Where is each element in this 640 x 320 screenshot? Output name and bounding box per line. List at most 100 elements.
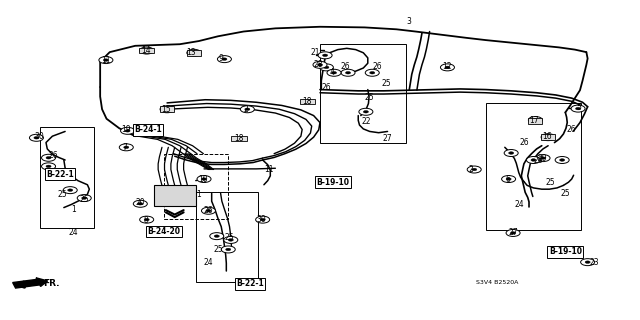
Circle shape: [42, 163, 56, 170]
Circle shape: [504, 149, 518, 156]
Circle shape: [140, 216, 154, 223]
Circle shape: [529, 116, 542, 124]
Circle shape: [138, 203, 143, 205]
Circle shape: [103, 59, 108, 61]
Circle shape: [224, 236, 238, 244]
Text: B-24-20: B-24-20: [147, 227, 180, 236]
Text: 26: 26: [49, 151, 58, 160]
Text: 1: 1: [196, 190, 202, 199]
Text: 19: 19: [122, 125, 131, 134]
Text: 8: 8: [143, 216, 148, 225]
Circle shape: [144, 218, 149, 221]
Circle shape: [46, 165, 51, 168]
Circle shape: [445, 66, 450, 69]
Circle shape: [120, 127, 134, 134]
Text: 18: 18: [303, 97, 312, 106]
Bar: [486, 103, 581, 230]
Text: 25: 25: [225, 233, 234, 242]
Circle shape: [559, 159, 564, 161]
Circle shape: [533, 119, 538, 121]
Circle shape: [467, 166, 481, 173]
Circle shape: [545, 136, 550, 139]
Text: 21: 21: [311, 48, 320, 57]
Text: 6: 6: [506, 174, 511, 184]
Text: 30: 30: [257, 215, 266, 224]
Circle shape: [34, 137, 39, 139]
Text: 2: 2: [244, 105, 248, 114]
Circle shape: [365, 69, 380, 76]
Text: 16: 16: [542, 132, 552, 141]
Text: 15: 15: [161, 105, 171, 114]
Circle shape: [327, 69, 341, 76]
Text: 26: 26: [372, 62, 382, 71]
Circle shape: [29, 134, 44, 141]
Bar: [541, 134, 555, 140]
Bar: [154, 185, 196, 206]
Circle shape: [119, 144, 133, 151]
Text: 26: 26: [567, 125, 577, 134]
Text: 24: 24: [68, 228, 78, 237]
Text: 7: 7: [122, 143, 127, 152]
Text: 11: 11: [264, 165, 274, 174]
Circle shape: [364, 110, 369, 113]
Text: 25: 25: [58, 190, 67, 199]
Text: 25: 25: [546, 178, 556, 187]
Text: 25: 25: [364, 93, 374, 102]
Circle shape: [341, 69, 355, 76]
Text: 29: 29: [538, 154, 547, 163]
Circle shape: [555, 156, 569, 164]
Text: 11: 11: [101, 56, 111, 65]
Text: 26: 26: [321, 83, 331, 92]
Circle shape: [317, 64, 323, 66]
Text: 23: 23: [589, 258, 599, 267]
Text: B-19-10: B-19-10: [316, 178, 349, 187]
Circle shape: [63, 187, 77, 194]
Circle shape: [210, 233, 224, 240]
Text: 4: 4: [330, 68, 335, 77]
Text: 1: 1: [72, 205, 76, 214]
Circle shape: [191, 52, 196, 54]
Circle shape: [218, 56, 232, 63]
Text: 26: 26: [340, 62, 350, 71]
Circle shape: [42, 154, 56, 161]
Bar: [320, 44, 406, 142]
Text: 27: 27: [508, 228, 518, 237]
Circle shape: [77, 195, 92, 202]
Circle shape: [202, 178, 207, 180]
Text: 25: 25: [79, 195, 89, 204]
Bar: [160, 106, 174, 112]
Circle shape: [197, 176, 211, 182]
Text: B-19-10: B-19-10: [549, 247, 582, 257]
Circle shape: [571, 105, 585, 112]
Circle shape: [575, 107, 580, 110]
Circle shape: [241, 106, 254, 113]
Circle shape: [68, 189, 73, 191]
Circle shape: [82, 197, 87, 199]
Text: S3V4 B2520A: S3V4 B2520A: [476, 280, 518, 284]
Text: 24: 24: [514, 200, 524, 209]
Circle shape: [541, 134, 555, 141]
Circle shape: [124, 146, 129, 148]
Text: 10: 10: [198, 174, 207, 184]
Circle shape: [313, 61, 327, 68]
Circle shape: [506, 229, 520, 236]
Circle shape: [527, 156, 540, 164]
Circle shape: [202, 207, 216, 214]
Bar: [232, 136, 246, 141]
Circle shape: [221, 246, 236, 253]
Text: 22: 22: [362, 117, 371, 126]
Circle shape: [318, 52, 332, 59]
Text: 5: 5: [576, 103, 581, 112]
Bar: [139, 48, 154, 53]
Text: 26: 26: [203, 206, 212, 215]
Circle shape: [46, 156, 51, 159]
Circle shape: [540, 157, 545, 159]
Circle shape: [164, 108, 170, 110]
Text: 25: 25: [381, 79, 391, 88]
Circle shape: [228, 239, 234, 241]
Circle shape: [226, 248, 231, 251]
Circle shape: [332, 71, 337, 74]
Bar: [164, 154, 228, 219]
Circle shape: [125, 130, 130, 132]
Circle shape: [245, 108, 250, 110]
